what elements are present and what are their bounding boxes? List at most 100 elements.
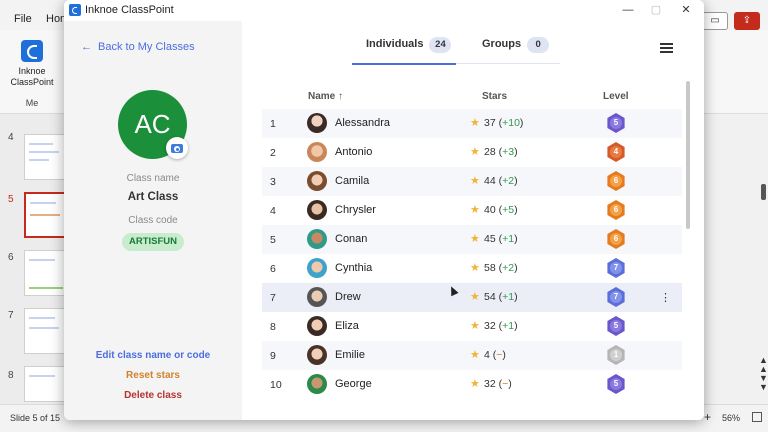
table-row[interactable]: 6 Cynthia ★ 58 (+2) 7 [262, 254, 682, 283]
dialog-title: Inknoe ClassPoint [85, 4, 174, 16]
star-delta: +3 [502, 146, 515, 158]
row-number: 7 [270, 292, 276, 304]
avatar [307, 171, 327, 191]
classpoint-dialog: Inknoe ClassPoint — ▢ ✕ ← Back to My Clas… [64, 0, 704, 420]
fit-slide-icon[interactable] [752, 412, 762, 422]
star-delta: +1 [502, 291, 515, 303]
ppt-scrollbar-thumb[interactable] [761, 184, 766, 200]
row-number: 1 [270, 118, 276, 130]
slide-thumbnail[interactable] [24, 366, 66, 402]
star-delta: +5 [502, 204, 515, 216]
classpoint-logo-icon [69, 4, 81, 16]
row-number: 4 [270, 205, 276, 217]
star-icon: ★ [470, 175, 480, 187]
table-row[interactable]: 10 George ★ 32 (−) 5 [262, 370, 682, 399]
class-code-label: Class code [128, 215, 178, 226]
ppt-slide-nav-icon[interactable]: ▲ ▲ ▼ ▼ [759, 355, 768, 392]
student-name: Conan [335, 233, 368, 245]
level-value: 4 [610, 146, 622, 158]
ribbon-label-line1: Inknoe [18, 66, 46, 76]
class-code-badge: ARTISFUN [122, 233, 184, 251]
level-value: 6 [610, 175, 622, 187]
row-number: 2 [270, 147, 276, 159]
tab-individuals-label: Individuals [366, 38, 424, 50]
avatar [307, 200, 327, 220]
minimize-button[interactable]: — [622, 4, 634, 16]
avatar [307, 113, 327, 133]
table-scrollbar[interactable] [686, 81, 690, 229]
menu-file[interactable]: File [14, 13, 32, 25]
student-name: Alessandra [335, 117, 391, 129]
avatar [307, 287, 327, 307]
back-link-label: Back to My Classes [98, 41, 195, 53]
star-icon: ★ [470, 233, 480, 245]
classpoint-ribbon-button[interactable]: Inknoe ClassPoint [4, 34, 60, 104]
slide-thumbnail[interactable] [24, 134, 66, 180]
level-badge: 5 [606, 316, 626, 336]
tab-groups-count: 0 [527, 37, 550, 53]
table-row[interactable]: 5 Conan ★ 45 (+1) 6 [262, 225, 682, 254]
table-row[interactable]: 9 Emilie ★ 4 (−) 1 [262, 341, 682, 370]
maximize-button[interactable]: ▢ [650, 4, 662, 16]
avatar [307, 345, 327, 365]
close-button[interactable]: ✕ [681, 4, 691, 16]
table-row[interactable]: 3 Camila ★ 44 (+2) 6 [262, 167, 682, 196]
avatar [307, 229, 327, 249]
students-table: 1 Alessandra ★ 37 (+10) 5 2 Antonio ★ 28… [262, 109, 682, 409]
student-name: George [335, 378, 372, 390]
star-delta: +1 [502, 320, 515, 332]
ribbon-label-line2: ClassPoint [10, 77, 54, 87]
star-count: 58 (+2) [484, 262, 518, 274]
reset-stars-link[interactable]: Reset stars [126, 370, 180, 381]
column-name-label: Name [308, 91, 336, 102]
level-value: 7 [610, 291, 622, 303]
star-count: 37 (+10) [484, 117, 524, 129]
zoom-level[interactable]: 56% [722, 413, 741, 423]
hamburger-menu-icon[interactable] [660, 43, 673, 53]
table-row[interactable]: 8 Eliza ★ 32 (+1) 5 [262, 312, 682, 341]
slide-thumbnail[interactable] [24, 308, 66, 354]
dialog-titlebar[interactable]: Inknoe ClassPoint — ▢ ✕ [64, 0, 704, 21]
star-count: 32 (−) [484, 378, 512, 390]
slide-thumbnail-active[interactable] [24, 192, 66, 238]
table-row[interactable]: 7 Drew ★ 54 (+1) 7 ⋮ [262, 283, 682, 312]
students-pane: Individuals 24 Groups 0 Name ↑ Stars Level… [242, 21, 704, 420]
ppt-editor-area [704, 114, 768, 404]
star-count: 44 (+2) [484, 175, 518, 187]
share-icon[interactable]: ⇪ [734, 12, 760, 30]
column-name-header[interactable]: Name ↑ [308, 91, 343, 102]
star-delta: − [502, 378, 509, 390]
level-value: 1 [610, 349, 622, 361]
back-to-classes-link[interactable]: ← Back to My Classes [81, 41, 195, 53]
active-tab-indicator [352, 63, 456, 65]
class-name-label: Class name [126, 173, 180, 184]
delete-class-link[interactable]: Delete class [124, 390, 182, 401]
student-name: Emilie [335, 349, 365, 361]
class-avatar: AC [118, 90, 187, 159]
row-number: 6 [270, 263, 276, 275]
table-row[interactable]: 1 Alessandra ★ 37 (+10) 5 [262, 109, 682, 138]
slide-thumbnails: 4 5 6 7 8 [0, 114, 66, 404]
level-badge: 1 [606, 345, 626, 365]
student-name: Drew [335, 291, 361, 303]
more-options-icon[interactable]: ⋮ [660, 292, 671, 304]
classpoint-icon [21, 40, 43, 62]
slide-number-active: 5 [8, 194, 14, 205]
slide-thumbnail[interactable] [24, 250, 66, 296]
star-count: 45 (+1) [484, 233, 518, 245]
table-row[interactable]: 4 Chrysler ★ 40 (+5) 6 [262, 196, 682, 225]
table-row[interactable]: 2 Antonio ★ 28 (+3) 4 [262, 138, 682, 167]
level-value: 5 [610, 117, 622, 129]
change-avatar-button[interactable] [166, 137, 188, 159]
avatar [307, 374, 327, 394]
level-value: 5 [610, 378, 622, 390]
tab-groups[interactable]: Groups 0 [482, 37, 550, 61]
level-badge: 7 [606, 287, 626, 307]
level-badge: 6 [606, 229, 626, 249]
zoom-in-icon[interactable]: + [704, 410, 712, 424]
arrow-left-icon: ← [81, 41, 92, 53]
comments-icon[interactable]: ▭ [702, 12, 728, 30]
level-badge: 7 [606, 258, 626, 278]
edit-class-link[interactable]: Edit class name or code [95, 350, 211, 361]
tab-individuals[interactable]: Individuals 24 [366, 37, 452, 61]
